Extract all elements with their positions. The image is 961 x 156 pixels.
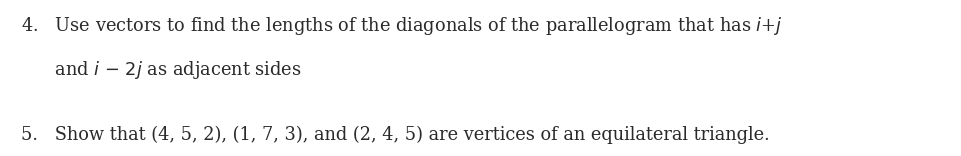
Text: and $i$ − $2j$ as adjacent sides: and $i$ − $2j$ as adjacent sides (21, 59, 302, 81)
Text: 5.   Show that (4, 5, 2), (1, 7, 3), and (2, 4, 5) are vertices of an equilatera: 5. Show that (4, 5, 2), (1, 7, 3), and (… (21, 126, 770, 144)
Text: 4.   Use vectors to find the lengths of the diagonals of the parallelogram that : 4. Use vectors to find the lengths of th… (21, 15, 783, 37)
